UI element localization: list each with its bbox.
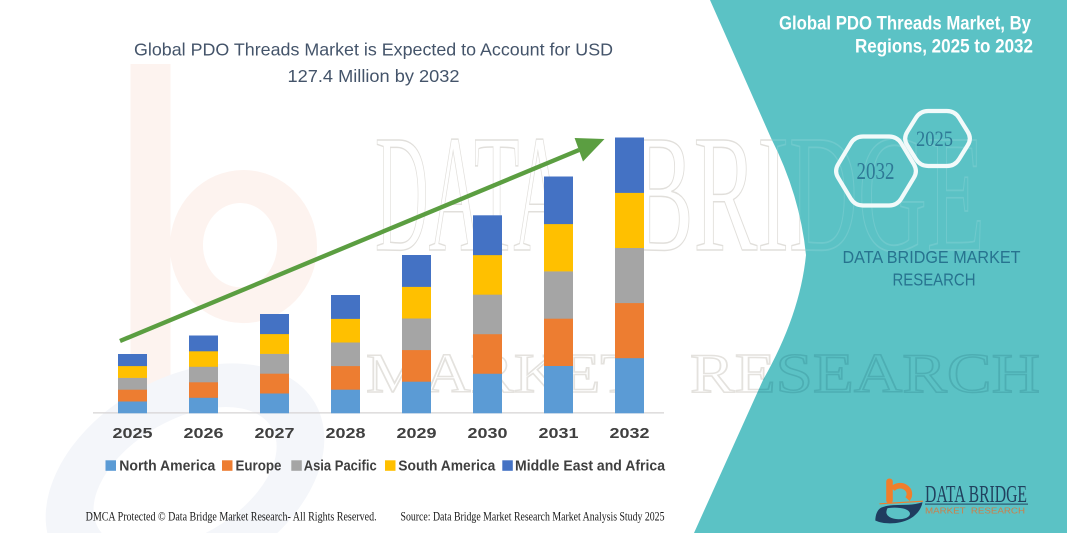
svg-text:DMCA Protected © Data Bridge M: DMCA Protected © Data Bridge Market Rese… (86, 510, 377, 524)
svg-text:2025: 2025 (113, 425, 153, 442)
svg-text:2032: 2032 (857, 159, 895, 185)
svg-text:2028: 2028 (326, 425, 366, 442)
svg-text:Global PDO Threads Market, By: Global PDO Threads Market, By (779, 14, 1031, 35)
svg-text:2029: 2029 (397, 425, 437, 442)
svg-text:2030: 2030 (468, 425, 508, 442)
svg-text:2026: 2026 (184, 425, 224, 442)
svg-text:MARKET RESEARCH: MARKET RESEARCH (925, 507, 1025, 516)
svg-text:2027: 2027 (255, 425, 295, 442)
svg-text:South America: South America (398, 458, 496, 475)
svg-text:Middle East and Africa: Middle East and Africa (515, 458, 666, 475)
svg-text:127.4 Million by 2032: 127.4 Million by 2032 (288, 66, 460, 86)
svg-text:2032: 2032 (610, 425, 650, 442)
svg-text:2025: 2025 (916, 126, 953, 151)
svg-text:2031: 2031 (539, 425, 579, 442)
svg-text:DATA BRIDGE MARKET: DATA BRIDGE MARKET (843, 247, 1021, 267)
svg-text:Source: Data Bridge Market Res: Source: Data Bridge Market Research Mark… (401, 510, 665, 524)
svg-text:Asia Pacific: Asia Pacific (304, 458, 377, 475)
svg-text:North America: North America (119, 458, 216, 475)
svg-text:Regions, 2025 to 2032: Regions, 2025 to 2032 (855, 37, 1033, 58)
svg-text:RESEARCH: RESEARCH (893, 270, 976, 290)
svg-text:Global PDO Threads Market is E: Global PDO Threads Market is Expected to… (134, 40, 613, 60)
svg-text:Europe: Europe (236, 458, 282, 475)
